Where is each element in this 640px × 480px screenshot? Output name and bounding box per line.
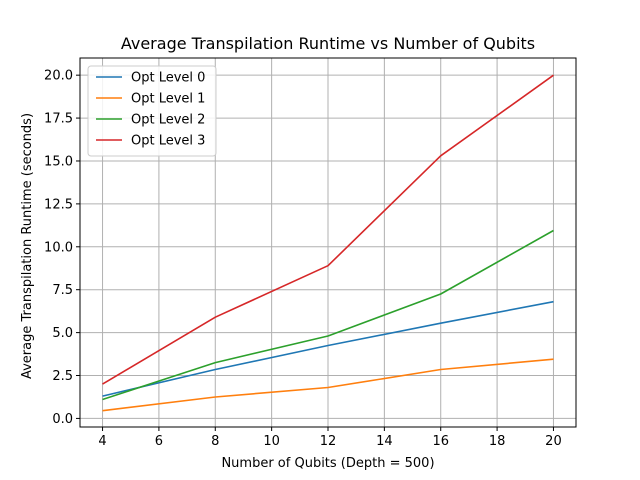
y-tick-label: 17.5 xyxy=(44,112,73,127)
y-tick-label: 15.0 xyxy=(44,154,73,169)
x-tick-label: 10 xyxy=(263,434,280,449)
x-axis-label: Number of Qubits (Depth = 500) xyxy=(221,456,434,471)
legend-label: Opt Level 2 xyxy=(131,113,205,128)
x-tick-label: 6 xyxy=(155,434,163,449)
series-line-opt-level-2 xyxy=(102,229,554,401)
y-tick-label: 20.0 xyxy=(44,69,73,84)
series-line-opt-level-1 xyxy=(102,358,554,412)
chart-title: Average Transpilation Runtime vs Number … xyxy=(121,34,535,53)
x-tick-label: 16 xyxy=(432,434,449,449)
y-tick-label: 0.0 xyxy=(52,412,73,427)
y-axis-label: Average Transpilation Runtime (seconds) xyxy=(20,113,35,379)
y-tick-label: 7.5 xyxy=(52,283,73,298)
series-line-opt-level-3 xyxy=(102,74,554,385)
legend-label: Opt Level 3 xyxy=(131,134,205,149)
x-axis-ticks: 4 6 8 10 12 14 16 18 20 xyxy=(98,427,562,449)
y-tick-label: 2.5 xyxy=(52,369,73,384)
legend-label: Opt Level 0 xyxy=(131,71,205,86)
x-tick-label: 4 xyxy=(98,434,106,449)
legend-label: Opt Level 1 xyxy=(131,92,205,107)
y-tick-label: 5.0 xyxy=(52,326,73,341)
series-lines xyxy=(102,74,554,412)
legend: Opt Level 0 Opt Level 1 Opt Level 2 Opt Lev… xyxy=(87,65,217,157)
y-axis-ticks: 0.0 2.5 5.0 7.5 10.0 12.5 15.0 17.5 20.0 xyxy=(44,69,80,427)
x-tick-label: 18 xyxy=(489,434,506,449)
y-tick-label: 12.5 xyxy=(44,197,73,212)
legend-box xyxy=(87,65,217,157)
x-tick-label: 14 xyxy=(376,434,393,449)
x-tick-label: 20 xyxy=(545,434,562,449)
x-tick-label: 8 xyxy=(211,434,219,449)
x-tick-label: 12 xyxy=(320,434,337,449)
y-tick-label: 10.0 xyxy=(44,240,73,255)
series-line-opt-level-0 xyxy=(102,300,554,397)
